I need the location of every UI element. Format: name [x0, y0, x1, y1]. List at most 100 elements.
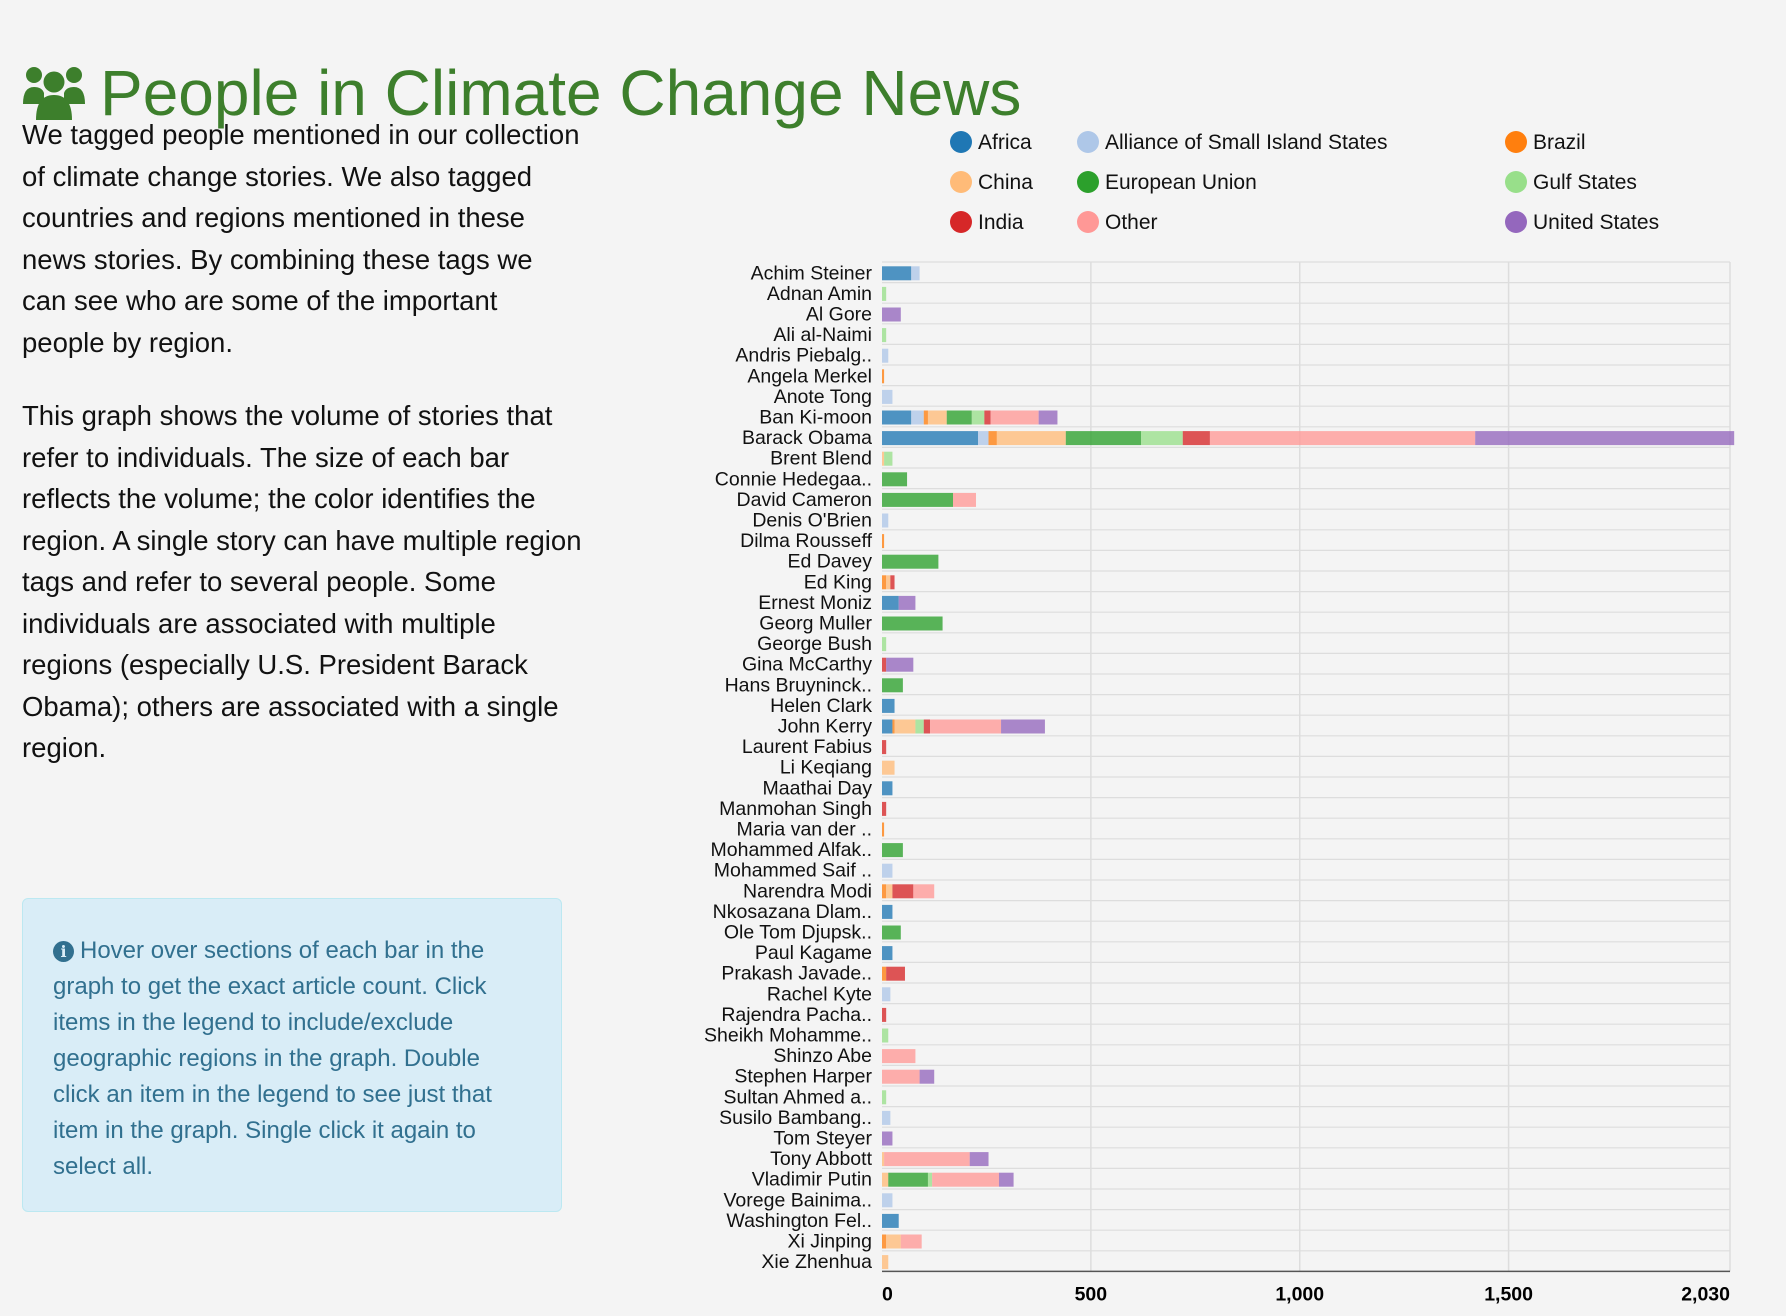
bar-segment [890, 575, 895, 590]
bar-segment [898, 595, 916, 610]
bar-segment [882, 513, 889, 528]
bar-segment [892, 884, 914, 899]
bar-segment [1140, 431, 1183, 446]
header: People in Climate Change News [22, 18, 1021, 168]
bar-segment [915, 719, 924, 734]
legend-item[interactable]: Gulf States [1505, 171, 1637, 194]
bar-segment [882, 575, 887, 590]
y-category-label: Helen Clark [770, 695, 872, 717]
bar-segment [978, 431, 989, 446]
bar-segment [882, 431, 979, 446]
bar-segment [1001, 719, 1045, 734]
y-category-label: Maria van der .. [737, 819, 872, 841]
bar-segment [882, 760, 895, 775]
bar-segment [911, 266, 920, 281]
legend-swatch [950, 131, 972, 153]
y-category-label: Angela Merkel [747, 365, 872, 387]
y-category-label: Connie Hedegaa.. [715, 468, 872, 490]
y-category-label: Al Gore [806, 304, 872, 326]
bar-segment [996, 431, 1066, 446]
users-icon [23, 66, 85, 120]
bar-segment [1038, 410, 1058, 425]
bar-segment [882, 492, 954, 507]
bar-segment [894, 719, 916, 734]
y-category-label: Nkosazana Dlam.. [713, 901, 872, 923]
y-category-label: Ban Ki-moon [759, 407, 872, 429]
legend-label: Gulf States [1533, 171, 1637, 194]
legend-item[interactable]: United States [1505, 211, 1659, 234]
bar-segment [882, 472, 908, 487]
legend-swatch [1505, 131, 1527, 153]
bar-segment [882, 719, 893, 734]
legend-item[interactable]: Africa [950, 131, 1032, 154]
bar-segment [882, 1028, 889, 1043]
y-category-label: Mohammed Alfak.. [711, 839, 872, 861]
description: We tagged people mentioned in our collec… [22, 114, 582, 801]
bar-segment [1065, 431, 1141, 446]
bar-segment [882, 822, 885, 837]
bar-segment [953, 492, 976, 507]
bar-segment [882, 1193, 893, 1208]
bar-segment [882, 843, 903, 858]
legend-label: India [978, 211, 1024, 234]
legend-label: Alliance of Small Island States [1105, 131, 1387, 154]
legend-item[interactable]: China [950, 171, 1033, 194]
y-category-label: Rachel Kyte [767, 983, 872, 1005]
bar-segment [882, 966, 887, 981]
y-category-label: George Bush [757, 633, 872, 655]
bar-segment [882, 946, 893, 961]
y-category-label: Hans Bruyninck.. [725, 674, 872, 696]
legend-swatch [1505, 171, 1527, 193]
bar-segment [919, 1069, 935, 1084]
y-category-label: Li Keqiang [780, 757, 872, 779]
y-category-label: Gina McCarthy [742, 654, 872, 676]
bar-segment [913, 884, 935, 899]
description-paragraph: We tagged people mentioned in our collec… [22, 119, 580, 358]
bar-segment [886, 966, 905, 981]
bar-segment [892, 719, 895, 734]
y-category-label: Ole Tom Djupsk.. [724, 922, 872, 944]
bar-segment [882, 698, 895, 713]
legend-item[interactable]: India [950, 211, 1024, 234]
bar-segment [882, 595, 899, 610]
bar-segment [882, 1069, 920, 1084]
description-paragraph: This graph shows the volume of stories t… [22, 400, 582, 763]
bar-segment [882, 307, 901, 322]
y-category-label: Narendra Modi [743, 880, 872, 902]
y-category-label: Brent Blend [770, 448, 872, 470]
y-category-label: Anote Tong [774, 386, 872, 408]
legend-item[interactable]: Brazil [1505, 131, 1586, 154]
info-text: Hover over sections of each bar in the g… [53, 937, 492, 1180]
x-tick-label: 500 [1075, 1283, 1108, 1305]
bar-segment [882, 616, 943, 631]
legend-item[interactable]: Alliance of Small Island States [1077, 131, 1387, 154]
bar-segment [882, 451, 885, 466]
bar-segment [998, 1172, 1014, 1187]
y-category-label: Denis O'Brien [752, 510, 872, 532]
legend-item[interactable]: Other [1077, 211, 1158, 234]
bar-segment [927, 1172, 933, 1187]
y-category-label: Ed Davey [787, 551, 872, 573]
bar-segment [927, 410, 947, 425]
bar-segment [969, 1152, 989, 1167]
bar-segment [882, 348, 889, 363]
y-category-label: Ali al-Naimi [773, 324, 872, 346]
y-category-label: Achim Steiner [751, 262, 873, 284]
bar-segment [884, 1152, 970, 1167]
legend-swatch [950, 171, 972, 193]
x-tick-label: 2,030 [1681, 1283, 1730, 1305]
y-category-label: Mohammed Saif .. [714, 860, 872, 882]
legend-label: China [978, 171, 1033, 194]
legend-swatch [1077, 131, 1099, 153]
y-category-label: Rajendra Pacha.. [721, 1004, 872, 1026]
bar-segment [923, 719, 931, 734]
y-category-label: Maathai Day [763, 777, 873, 799]
bar-segment [882, 410, 912, 425]
legend-item[interactable]: European Union [1077, 171, 1257, 194]
y-category-label: Laurent Fabius [742, 736, 872, 758]
bar-segment [882, 863, 893, 878]
bar-segment [882, 1234, 887, 1249]
bar-segment [882, 286, 887, 301]
bar-segment [884, 451, 893, 466]
